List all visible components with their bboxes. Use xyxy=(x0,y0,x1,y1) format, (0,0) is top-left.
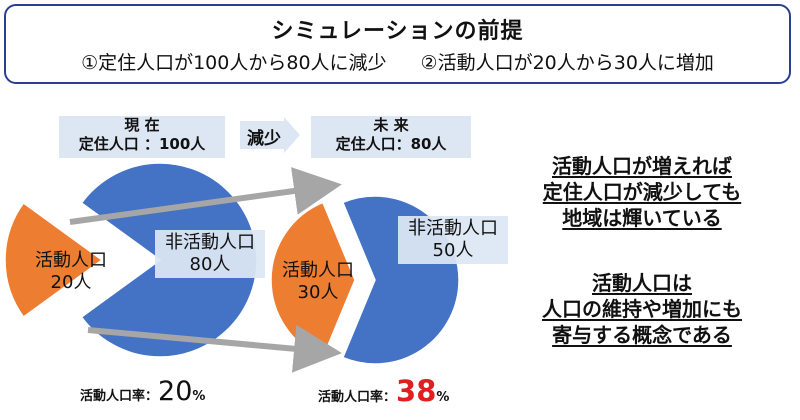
future-rate: 活動人口率：38% xyxy=(318,374,449,408)
premise-items: ①定住人口が100人から80人に減少 ②活動人口が20人から30人に増加 xyxy=(6,48,789,75)
message2-line3: 寄与する概念である xyxy=(552,323,732,347)
future-inactive-name: 非活動人口 xyxy=(408,218,498,239)
reduction-label: 減少 xyxy=(247,129,281,149)
current-active-value: 20人 xyxy=(50,272,92,293)
premise-box: シミュレーションの前提 ①定住人口が100人から80人に減少 ②活動人口が20人か… xyxy=(4,4,791,84)
message1-line2: 定住人口が減少しても xyxy=(542,180,742,204)
current-header-box: 現 在 定住人口 ：100人 xyxy=(59,116,225,158)
future-rate-value: 38 xyxy=(396,374,437,408)
current-rate: 活動人口率：20% xyxy=(80,376,205,407)
message1-line1: 活動人口が増えれば xyxy=(552,154,732,178)
future-header-box: 未 来 定住人口：80人 xyxy=(311,116,471,158)
current-resident-label: 定住人口 ：100人 xyxy=(78,135,206,153)
current-inactive-label: 非活動人口 80人 xyxy=(155,230,265,278)
current-inactive-value: 80人 xyxy=(189,254,231,275)
reduction-arrow: 減少 xyxy=(240,117,300,153)
current-rate-value: 20 xyxy=(158,376,193,407)
future-active-name: 活動人口 xyxy=(282,260,354,281)
message-block-1: 活動人口が増えれば 定住人口が減少しても 地域は輝いている xyxy=(512,153,772,231)
message1-line3: 地域は輝いている xyxy=(562,206,722,230)
current-active-name: 活動人口 xyxy=(35,250,107,271)
future-rate-unit: % xyxy=(436,390,450,405)
current-inactive-name: 非活動人口 xyxy=(165,232,255,253)
future-active-value: 30人 xyxy=(297,282,339,303)
current-slice-active xyxy=(4,201,104,319)
future-inactive-value: 50人 xyxy=(432,240,474,261)
current-rate-unit: % xyxy=(192,389,206,404)
future-heading: 未 来 xyxy=(373,116,409,134)
premise-item-1: ①定住人口が100人から80人に減少 xyxy=(81,52,387,74)
future-rate-label: 活動人口率： xyxy=(318,390,397,405)
future-active-label: 活動人口 30人 xyxy=(273,260,363,304)
premise-item-2: ②活動人口が20人から30人に増加 xyxy=(420,52,714,74)
message-block-2: 活動人口は 人口の維持や増加にも 寄与する概念である xyxy=(512,270,772,348)
block-arrow-icon xyxy=(240,117,300,153)
future-resident-label: 定住人口：80人 xyxy=(335,135,447,153)
message2-line1: 活動人口は xyxy=(592,271,692,295)
lower-connector-arrow xyxy=(87,324,342,373)
current-active-label: 活動人口 20人 xyxy=(26,250,116,294)
future-pie xyxy=(270,195,460,365)
message2-line2: 人口の維持や増加にも xyxy=(542,297,742,321)
current-rate-label: 活動人口率： xyxy=(80,389,159,404)
premise-title: シミュレーションの前提 xyxy=(271,19,524,44)
current-heading: 現 在 xyxy=(124,116,160,134)
upper-connector-arrow xyxy=(69,167,342,225)
future-inactive-label: 非活動人口 50人 xyxy=(398,216,508,264)
